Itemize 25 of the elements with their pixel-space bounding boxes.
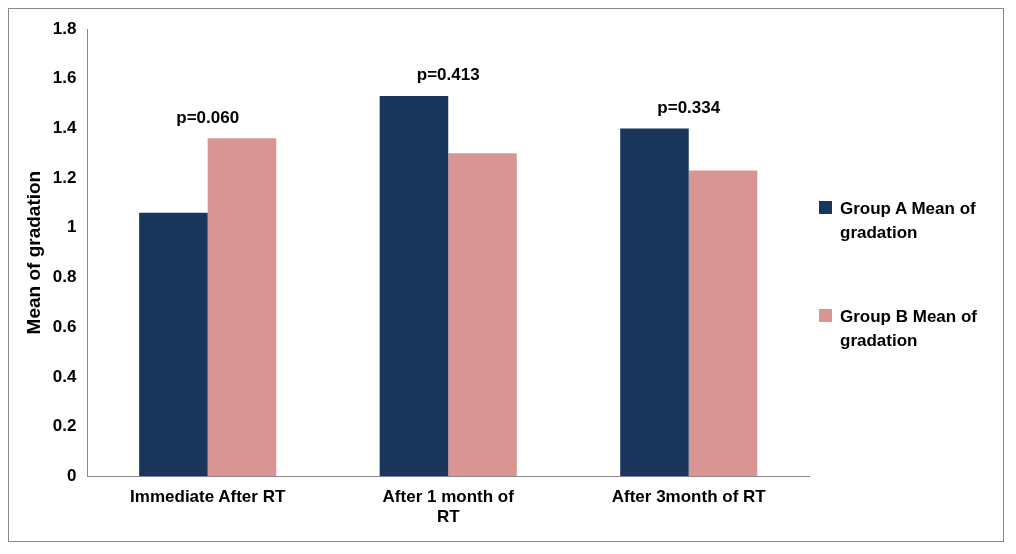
legend-label: Group B Mean of gradation — [840, 306, 978, 352]
bar — [207, 138, 277, 477]
annotation: p=0.060 — [176, 107, 240, 127]
y-axis-title: Mean of gradation — [22, 170, 44, 335]
y-tick-label: 0.2 — [52, 416, 77, 436]
y-tick-label: 1.8 — [52, 18, 77, 38]
y-tick-label: 1.2 — [52, 167, 77, 187]
x-tick-label: Immediate After RT — [130, 487, 286, 507]
legend-label: Group A Mean of gradation — [840, 198, 977, 244]
annotation: p=0.413 — [416, 65, 480, 85]
y-tick-label: 0 — [66, 465, 77, 485]
y-tick-label: 0.8 — [52, 267, 77, 287]
x-tick-label: After 1 month of RT — [382, 487, 515, 527]
y-tick-label: 1.4 — [52, 118, 77, 138]
annotation: p=0.334 — [657, 97, 721, 117]
bar — [620, 128, 689, 477]
bar — [139, 212, 208, 477]
x-tick-label: After 3month of RT — [611, 487, 767, 507]
y-tick-label: 0.4 — [52, 366, 77, 386]
y-tick-label: 1.6 — [52, 68, 77, 88]
bar — [688, 170, 758, 477]
bar — [448, 153, 517, 477]
y-tick-label: 1 — [66, 217, 77, 237]
y-tick-label: 0.6 — [52, 316, 77, 336]
bar — [379, 96, 449, 477]
